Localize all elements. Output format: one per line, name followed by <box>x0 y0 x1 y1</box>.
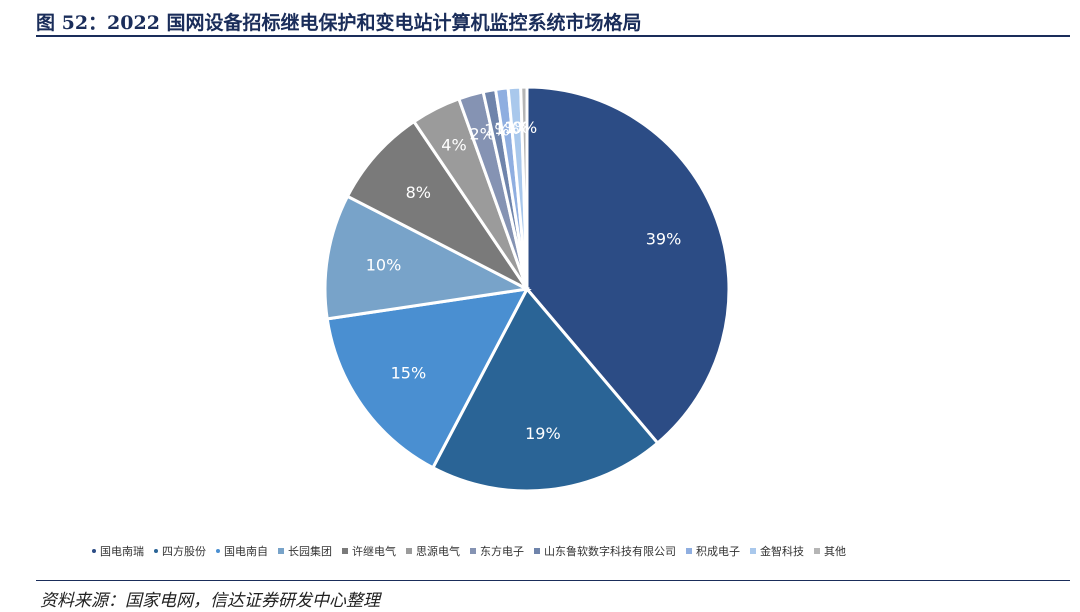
legend-label: 其他 <box>824 545 846 558</box>
slice-data-label-9: 1% <box>494 119 519 138</box>
pie-chart: 39%19%15%10%8%4%2%1%1%1%0% <box>323 85 731 493</box>
slice-data-label-10: 1% <box>504 118 529 137</box>
source-note: 资料来源：国家电网，信达证券研发中心整理 <box>40 591 380 611</box>
legend-item-11: 其他 <box>814 543 846 559</box>
chart-legend: 国电南瑞 四方股份 国电南自 长园集团 许继电气 思源电气 东方电子 山东鲁软数字科技有限公司… <box>92 543 846 559</box>
legend-label: 山东鲁软数字科技有限公司 <box>544 545 676 558</box>
slice-data-label-4: 10% <box>366 256 402 275</box>
legend-label: 许继电气 <box>352 545 396 558</box>
slice-data-label-5: 8% <box>406 183 431 202</box>
legend-item-9: 积成电子 <box>686 543 740 559</box>
legend-marker-icon <box>534 548 540 554</box>
slice-data-label-3: 15% <box>391 364 427 383</box>
legend-marker-icon <box>470 548 476 554</box>
chart-title: 图 52：2022 国网设备招标继电保护和变电站计算机监控系统市场格局 <box>36 12 642 34</box>
pie-slice-5 <box>345 119 529 291</box>
legend-label: 思源电气 <box>416 545 460 558</box>
legend-item-3: 国电南自 <box>216 543 268 559</box>
legend-marker-icon <box>406 548 412 554</box>
legend-label: 国电南自 <box>224 545 268 558</box>
legend-label: 长园集团 <box>288 545 332 558</box>
legend-item-10: 金智科技 <box>750 543 804 559</box>
pie-slice-11 <box>519 85 529 290</box>
legend-marker-icon <box>750 548 756 554</box>
pie-slice-1 <box>525 85 731 446</box>
legend-item-8: 山东鲁软数字科技有限公司 <box>534 543 676 559</box>
legend-marker-icon <box>342 548 348 554</box>
legend-item-2: 四方股份 <box>154 543 206 559</box>
slice-data-label-11: 0% <box>512 118 537 137</box>
legend-marker-icon <box>92 549 96 553</box>
slice-data-label-1: 39% <box>646 229 682 248</box>
legend-item-4: 长园集团 <box>278 543 332 559</box>
slice-data-label-6: 4% <box>441 135 466 154</box>
legend-marker-icon <box>154 549 158 553</box>
legend-label: 积成电子 <box>696 545 740 558</box>
legend-label: 四方股份 <box>162 545 206 558</box>
legend-label: 东方电子 <box>480 545 524 558</box>
slice-data-label-7: 2% <box>469 124 494 143</box>
legend-marker-icon <box>278 548 284 554</box>
legend-marker-icon <box>216 549 220 553</box>
pie-slice-2 <box>430 286 660 493</box>
legend-marker-icon <box>686 548 692 554</box>
slice-data-label-2: 19% <box>525 424 561 443</box>
legend-item-1: 国电南瑞 <box>92 543 144 559</box>
pie-chart-area: 39% 19% 15% 10% 8% 4% 2% 1% 1% 1% 0% <box>0 40 1080 530</box>
legend-item-6: 思源电气 <box>406 543 460 559</box>
legend-item-5: 许继电气 <box>342 543 396 559</box>
title-rule <box>36 35 1070 37</box>
source-rule <box>36 580 1070 581</box>
slice-data-label-8: 1% <box>484 121 509 140</box>
legend-label: 国电南瑞 <box>100 545 144 558</box>
pie-slice-4 <box>323 194 532 321</box>
pie-slice-3 <box>325 287 530 470</box>
legend-label: 金智科技 <box>760 545 804 558</box>
legend-item-7: 东方电子 <box>470 543 524 559</box>
legend-marker-icon <box>814 548 820 554</box>
